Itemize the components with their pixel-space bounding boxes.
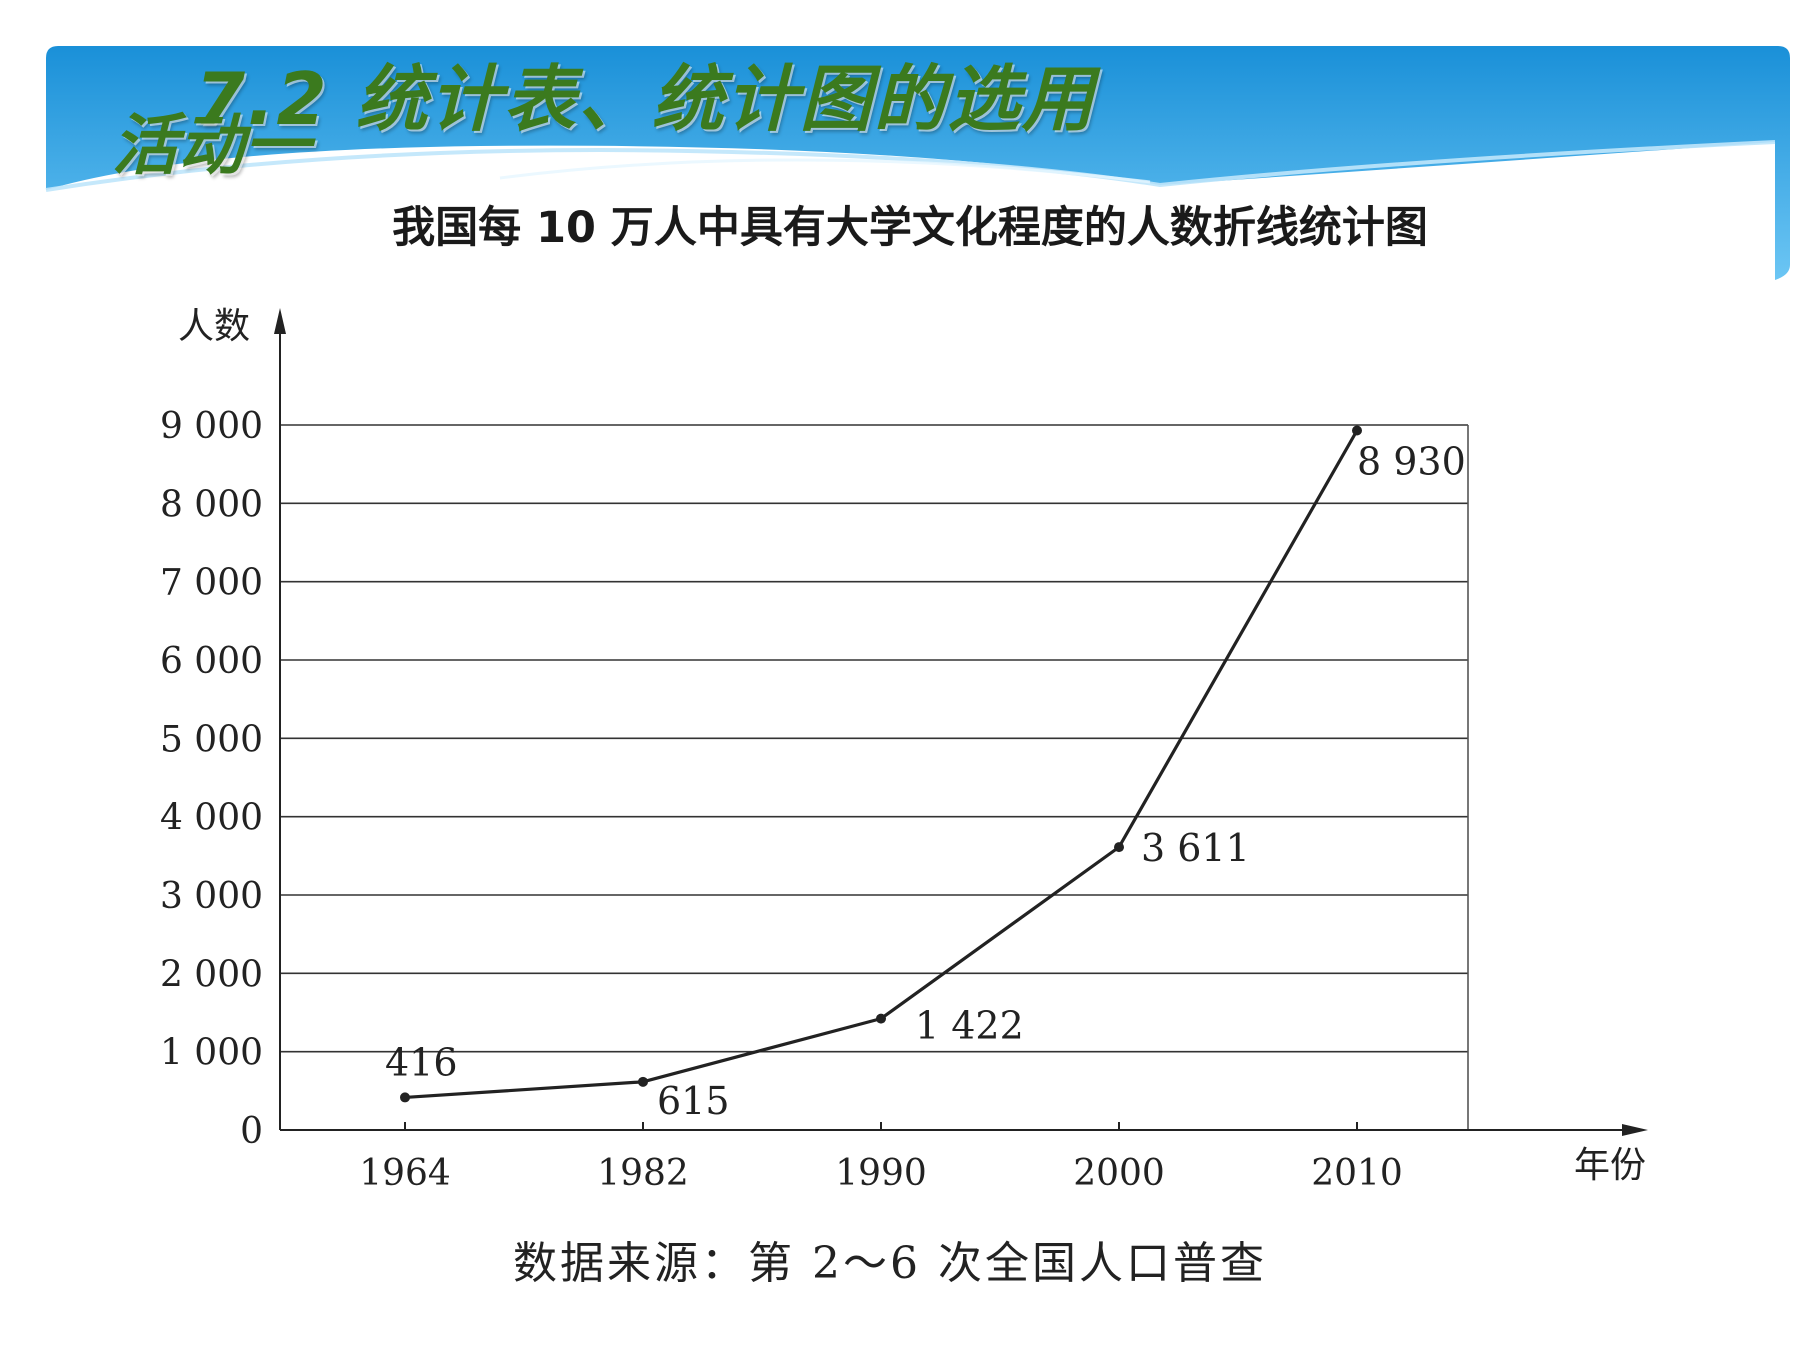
slide-subtitle: 活动一 xyxy=(112,107,310,184)
data-point xyxy=(638,1076,648,1087)
data-label: 3 611 xyxy=(1141,826,1250,870)
x-tick-label: 2010 xyxy=(1311,1153,1403,1194)
slide-title: 7.2 统计表、统计图的选用 xyxy=(195,57,1096,141)
banner-wave xyxy=(45,140,1776,192)
grid-lines xyxy=(280,424,1469,1130)
y-axis-label: 人数 xyxy=(178,306,250,347)
data-label: 416 xyxy=(385,1040,458,1084)
y-tick-labels: 0 1 000 2 000 3 000 4 000 5 000 6 000 7 000 8 00… xyxy=(160,406,263,1152)
banner-shape xyxy=(46,46,1790,280)
data-point xyxy=(400,1092,410,1103)
y-axis-arrow xyxy=(274,308,286,334)
data-points xyxy=(400,425,1362,1103)
x-axis-arrow xyxy=(1622,1124,1648,1136)
y-tick-label: 4 000 xyxy=(160,798,263,839)
y-tick-label: 0 xyxy=(240,1111,263,1152)
data-labels: 416 615 1 422 3 611 8 930 xyxy=(385,439,1466,1122)
x-tick-labels: 1964 1982 1990 2000 2010 xyxy=(359,1153,1403,1194)
data-point xyxy=(876,1013,886,1024)
y-tick-label: 8 000 xyxy=(160,484,263,525)
x-tick-label: 2000 xyxy=(1073,1153,1165,1194)
data-label: 1 422 xyxy=(915,1004,1024,1048)
chart-title: 我国每 10 万人中具有大学文化程度的人数折线统计图 xyxy=(392,203,1428,253)
data-source-note: 数据来源：第 2～6 次全国人口普查 xyxy=(513,1238,1267,1289)
series-line xyxy=(404,429,1359,1100)
y-tick-label: 5 000 xyxy=(160,719,263,760)
y-tick-label: 3 000 xyxy=(160,876,263,917)
y-tick-label: 7 000 xyxy=(160,563,263,604)
x-tick-label: 1990 xyxy=(835,1153,927,1194)
series-line-path xyxy=(404,429,1359,1100)
data-label: 615 xyxy=(657,1079,730,1123)
x-axis-label: 年份 xyxy=(1574,1145,1646,1186)
y-tick-label: 2 000 xyxy=(160,954,263,995)
y-tick-label: 6 000 xyxy=(160,641,263,682)
banner-wave-highlight xyxy=(499,158,1151,184)
axes xyxy=(274,308,1648,1136)
y-tick-label: 1 000 xyxy=(160,1033,263,1074)
x-tick-label: 1964 xyxy=(359,1153,451,1194)
data-point xyxy=(1352,425,1362,436)
x-tick-label: 1982 xyxy=(597,1153,689,1194)
data-label: 8 930 xyxy=(1357,439,1466,483)
data-point xyxy=(1114,842,1124,853)
y-tick-label: 9 000 xyxy=(160,406,263,447)
